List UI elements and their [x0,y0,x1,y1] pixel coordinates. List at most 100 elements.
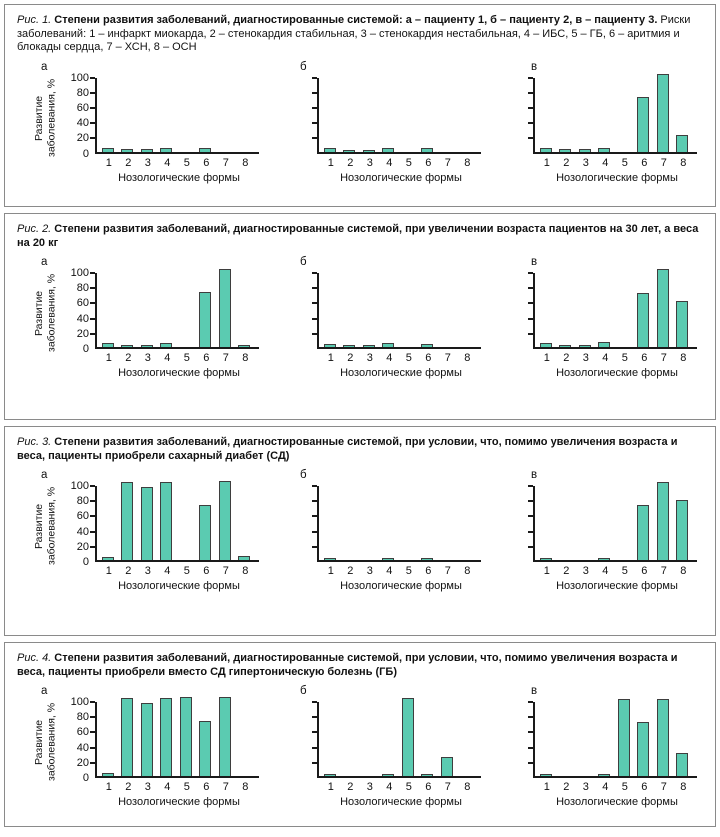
bar-category-2 [121,149,134,152]
bar-category-6 [421,343,434,347]
plot-area: 0 20 40 60 80 100 Развитие заболевания, % 1 2 3 4 5… [33,480,259,592]
x-tick-label: 8 [680,352,687,364]
chart-letter: в [531,469,538,481]
x-tick-label: 4 [386,352,393,364]
chart-letter: б [300,685,307,697]
x-tick-label: 1 [543,781,550,793]
bar-category-1 [539,557,552,560]
bar-category-6 [637,293,650,347]
y-tick [90,317,95,320]
x-tick-label: 8 [464,352,471,364]
x-tick-label: 3 [144,156,151,169]
bar-category-6 [421,773,434,776]
x-tick-label: 2 [125,156,132,169]
bar-category-6 [637,96,650,152]
y-tick-label: 60 [76,101,89,114]
y-tick [528,137,533,140]
x-tick-label: 4 [602,352,609,364]
x-tick-label: 5 [405,156,412,169]
charts-row: а 0 20 40 60 80 100 Развитие заболевания, % 1 2 3 4… [15,469,705,607]
bar-category-7 [656,73,669,152]
y-tick [312,272,317,274]
bar-category-5 [179,696,192,776]
x-tick-label: 7 [444,565,451,577]
x-tick-label: 7 [444,781,451,793]
bar-category-8 [676,134,689,152]
y-tick [90,716,95,719]
x-tick-label: 1 [327,352,334,364]
bar-category-2 [121,482,134,560]
y-tick [90,731,95,734]
x-tick-label: 6 [203,781,210,793]
y-tick [90,332,95,335]
bar-category-6 [637,722,650,776]
y-tick [312,701,317,703]
bar-category-1 [101,556,114,560]
x-tick-label: 6 [425,781,432,793]
y-tick [312,106,317,109]
bar-category-3 [578,344,591,347]
x-tick-label: 7 [222,352,229,364]
x-tick-label: 3 [366,352,373,364]
x-tick-label: 1 [543,352,550,364]
y-tick [312,91,317,94]
x-tick-label: 5 [621,565,628,577]
x-tick-label: 2 [563,781,570,793]
caption-segment: Рис. 4. [17,652,55,664]
y-tick-label: 20 [76,327,89,340]
y-tick [528,332,533,335]
y-tick [90,761,95,764]
bar-category-8 [676,300,689,347]
figure-caption: Рис. 3. Степени развития заболеваний, ди… [17,436,703,463]
figure-caption: Рис. 1. Степени развития заболеваний, ди… [17,14,703,55]
x-tick-label: 5 [405,352,412,364]
y-tick [528,530,533,533]
caption-segment: Риски заболеваний: 1 – инфаркт миокарда,… [17,14,691,53]
bar-category-8 [238,556,251,560]
x-tick-label: 3 [144,352,151,364]
bar-category-4 [382,773,395,776]
x-tick-label: 5 [183,565,190,577]
plot-area: 1 2 3 4 5 6 7 8 Нозологические формы [528,73,697,184]
x-tick-label: 3 [582,781,589,793]
chart-letter: б [300,256,307,268]
y-tick [528,701,533,703]
bar-category-7 [218,480,231,560]
x-tick-label: 8 [464,156,471,169]
bar-category-4 [598,147,611,152]
x-tick-label: 1 [327,781,334,793]
caption-segment: Степени развития заболеваний, диагностир… [54,14,658,26]
bar-category-3 [140,149,153,152]
y-tick [90,272,95,274]
charts-row: а 0 20 40 60 80 100 Развитие заболевания, % 1 2 3 4… [15,685,705,823]
x-axis-title: Нозологические формы [340,171,462,184]
x-tick-label: 5 [183,781,190,793]
x-tick-label: 5 [183,352,190,364]
y-tick [528,761,533,764]
figure-panel-4: Рис. 4. Степени развития заболеваний, ди… [4,642,716,827]
bar-category-4 [598,774,611,776]
plot-area: 1 2 3 4 5 6 7 8 Нозологические формы [312,697,481,808]
bar-category-7 [656,269,669,347]
x-axis-title: Нозологические формы [340,580,462,592]
y-tick [528,91,533,94]
x-tick-label: 3 [582,352,589,364]
y-tick [528,515,533,518]
y-tick [528,716,533,719]
y-tick-label: 80 [76,711,89,724]
bar-category-1 [539,343,552,347]
figure-panel-3: Рис. 3. Степени развития заболеваний, ди… [4,426,716,636]
bar-category-5 [401,697,414,776]
bar-category-4 [598,342,611,347]
y-tick [528,746,533,749]
y-tick [312,500,317,503]
bar-category-8 [676,753,689,776]
bar-chart-а: а 0 20 40 60 80 100 Развитие заболевания, % 1 2 3 4… [15,61,259,199]
bar-category-4 [160,343,173,347]
x-tick-label: 8 [680,565,687,577]
y-tick-label: 0 [82,147,89,160]
x-tick-label: 2 [125,565,132,577]
x-tick-label: 6 [203,565,210,577]
y-tick-label: 100 [70,267,89,279]
bar-category-1 [323,773,336,776]
